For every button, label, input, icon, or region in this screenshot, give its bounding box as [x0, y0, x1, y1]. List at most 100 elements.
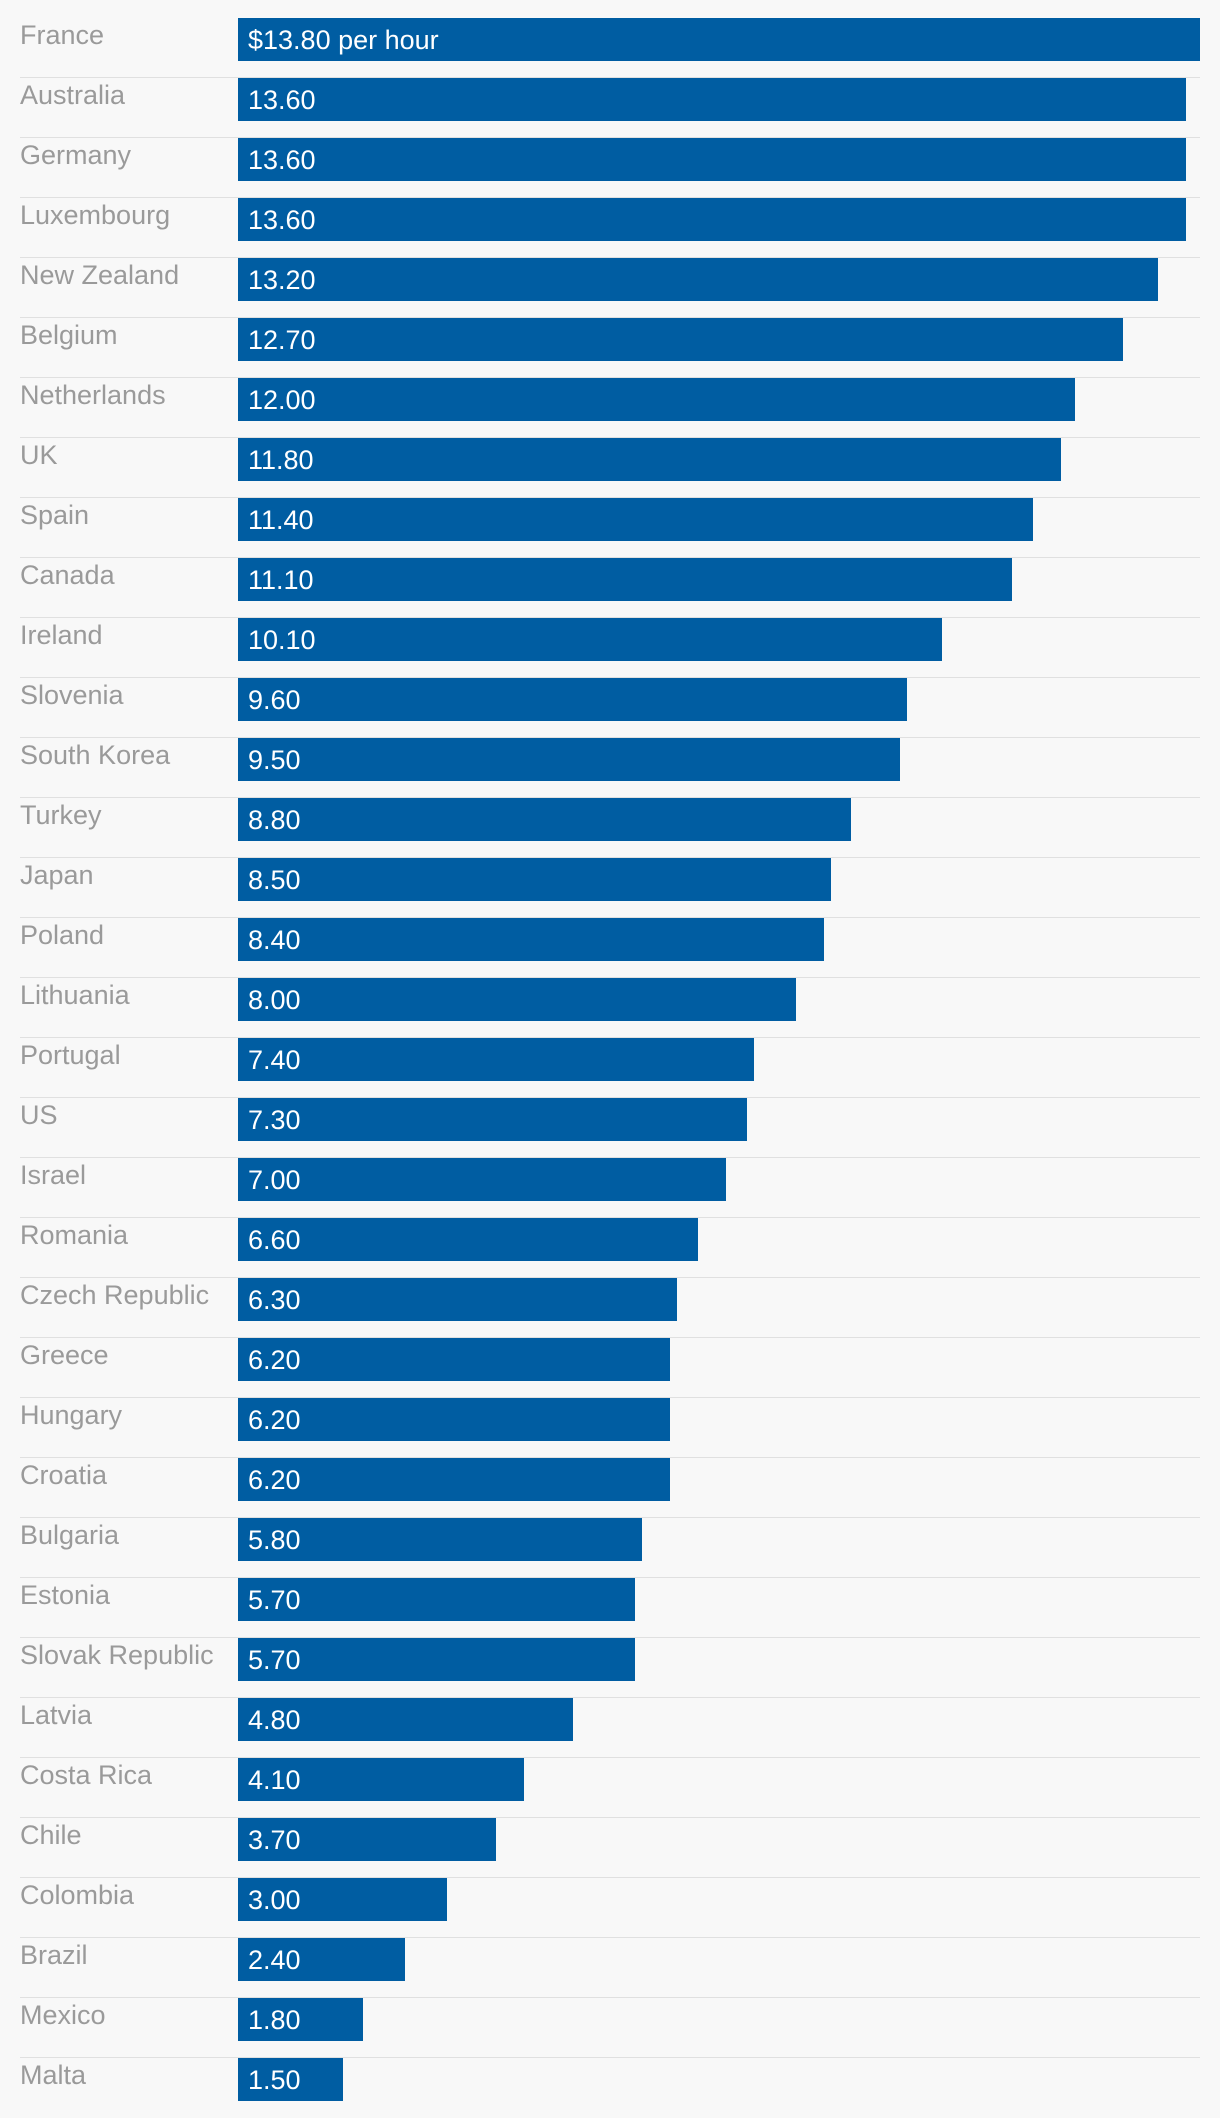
value-label: 6.30: [248, 1285, 301, 1315]
country-label: Estonia: [20, 1580, 111, 1610]
bar: 1.50: [238, 2058, 343, 2101]
bar: 5.70: [238, 1638, 635, 1681]
bar-row: Japan 8.50: [0, 858, 1200, 918]
country-label: Brazil: [20, 1940, 88, 1970]
country-label: Turkey: [20, 800, 102, 830]
bar-row: Netherlands 12.00: [0, 378, 1200, 438]
bar-row: France $13.80 per hour: [0, 18, 1200, 78]
bar-row: Colombia 3.00: [0, 1878, 1200, 1938]
row-divider: [20, 377, 1200, 378]
bar-row: Estonia 5.70: [0, 1578, 1200, 1638]
bar: 12.70: [238, 318, 1123, 361]
value-label: 8.50: [248, 865, 301, 895]
bar: 1.80: [238, 1998, 363, 2041]
value-label: 4.80: [248, 1705, 301, 1735]
bar: 10.10: [238, 618, 942, 661]
country-label: Costa Rica: [20, 1760, 153, 1790]
bar-row: Malta 1.50: [0, 2058, 1200, 2118]
bar-row: Costa Rica 4.10: [0, 1758, 1200, 1818]
bar: 2.40: [238, 1938, 405, 1981]
country-label: Ireland: [20, 620, 103, 650]
bar-row: Germany 13.60: [0, 138, 1200, 198]
value-label: 9.60: [248, 685, 301, 715]
bar: 8.40: [238, 918, 824, 961]
bar-row: Lithuania 8.00: [0, 978, 1200, 1038]
country-label: Spain: [20, 500, 90, 530]
country-label: Mexico: [20, 2000, 106, 2030]
country-label: New Zealand: [20, 260, 180, 290]
country-label: Australia: [20, 80, 126, 110]
value-label: 13.60: [248, 85, 316, 115]
country-label: Chile: [20, 1820, 82, 1850]
bar: 6.20: [238, 1458, 670, 1501]
value-label: 2.40: [248, 1945, 301, 1975]
row-divider: [20, 2057, 1200, 2058]
value-label: 5.70: [248, 1585, 301, 1615]
bar: 6.60: [238, 1218, 698, 1261]
bar-row: Brazil 2.40: [0, 1938, 1200, 1998]
bar-row: Greece 6.20: [0, 1338, 1200, 1398]
value-label: 6.20: [248, 1345, 301, 1375]
row-divider: [20, 1937, 1200, 1938]
row-divider: [20, 437, 1200, 438]
bar: 7.00: [238, 1158, 726, 1201]
value-label: 7.30: [248, 1105, 301, 1135]
country-label: France: [20, 20, 105, 50]
bar: 7.30: [238, 1098, 747, 1141]
bar-row: Canada 11.10: [0, 558, 1200, 618]
row-divider: [20, 257, 1200, 258]
row-divider: [20, 1757, 1200, 1758]
row-divider: [20, 557, 1200, 558]
country-label: Bulgaria: [20, 1520, 120, 1550]
row-divider: [20, 857, 1200, 858]
value-label: 7.40: [248, 1045, 301, 1075]
value-label: 11.80: [248, 445, 314, 475]
row-divider: [20, 497, 1200, 498]
value-label: 11.10: [248, 565, 314, 595]
country-label: Portugal: [20, 1040, 121, 1070]
row-divider: [20, 1817, 1200, 1818]
bar-row: Mexico 1.80: [0, 1998, 1200, 2058]
row-divider: [20, 617, 1200, 618]
bar: 8.80: [238, 798, 851, 841]
country-label: Israel: [20, 1160, 87, 1190]
row-divider: [20, 197, 1200, 198]
value-label: 13.60: [248, 205, 316, 235]
bar: 11.40: [238, 498, 1033, 541]
country-label: Lithuania: [20, 980, 130, 1010]
country-label: Latvia: [20, 1700, 93, 1730]
value-label: 3.70: [248, 1825, 301, 1855]
bar: 5.80: [238, 1518, 642, 1561]
country-label: Czech Republic: [20, 1280, 210, 1310]
row-divider: [20, 917, 1200, 918]
bar: 6.30: [238, 1278, 677, 1321]
country-label: Hungary: [20, 1400, 123, 1430]
row-divider: [20, 737, 1200, 738]
bar-row: Chile 3.70: [0, 1818, 1200, 1878]
bar: 11.10: [238, 558, 1012, 601]
value-label: 1.50: [248, 2065, 301, 2095]
row-divider: [20, 77, 1200, 78]
row-divider: [20, 1457, 1200, 1458]
bar: 13.60: [238, 78, 1186, 121]
bar: 6.20: [238, 1398, 670, 1441]
bar-row: Czech Republic 6.30: [0, 1278, 1200, 1338]
value-label: 8.40: [248, 925, 301, 955]
bar-row: South Korea 9.50: [0, 738, 1200, 798]
row-divider: [20, 1517, 1200, 1518]
value-label: 8.00: [248, 985, 301, 1015]
bar-row: Ireland 10.10: [0, 618, 1200, 678]
bar-row: Slovak Republic 5.70: [0, 1638, 1200, 1698]
value-label: 1.80: [248, 2005, 301, 2035]
value-label: 8.80: [248, 805, 301, 835]
row-divider: [20, 1577, 1200, 1578]
country-label: UK: [20, 440, 58, 470]
value-label: 6.20: [248, 1465, 301, 1495]
row-divider: [20, 1697, 1200, 1698]
bar-row: New Zealand 13.20: [0, 258, 1200, 318]
bar: 4.80: [238, 1698, 573, 1741]
row-divider: [20, 1157, 1200, 1158]
bar: 6.20: [238, 1338, 670, 1381]
bar-row: Turkey 8.80: [0, 798, 1200, 858]
bar-row: Hungary 6.20: [0, 1398, 1200, 1458]
